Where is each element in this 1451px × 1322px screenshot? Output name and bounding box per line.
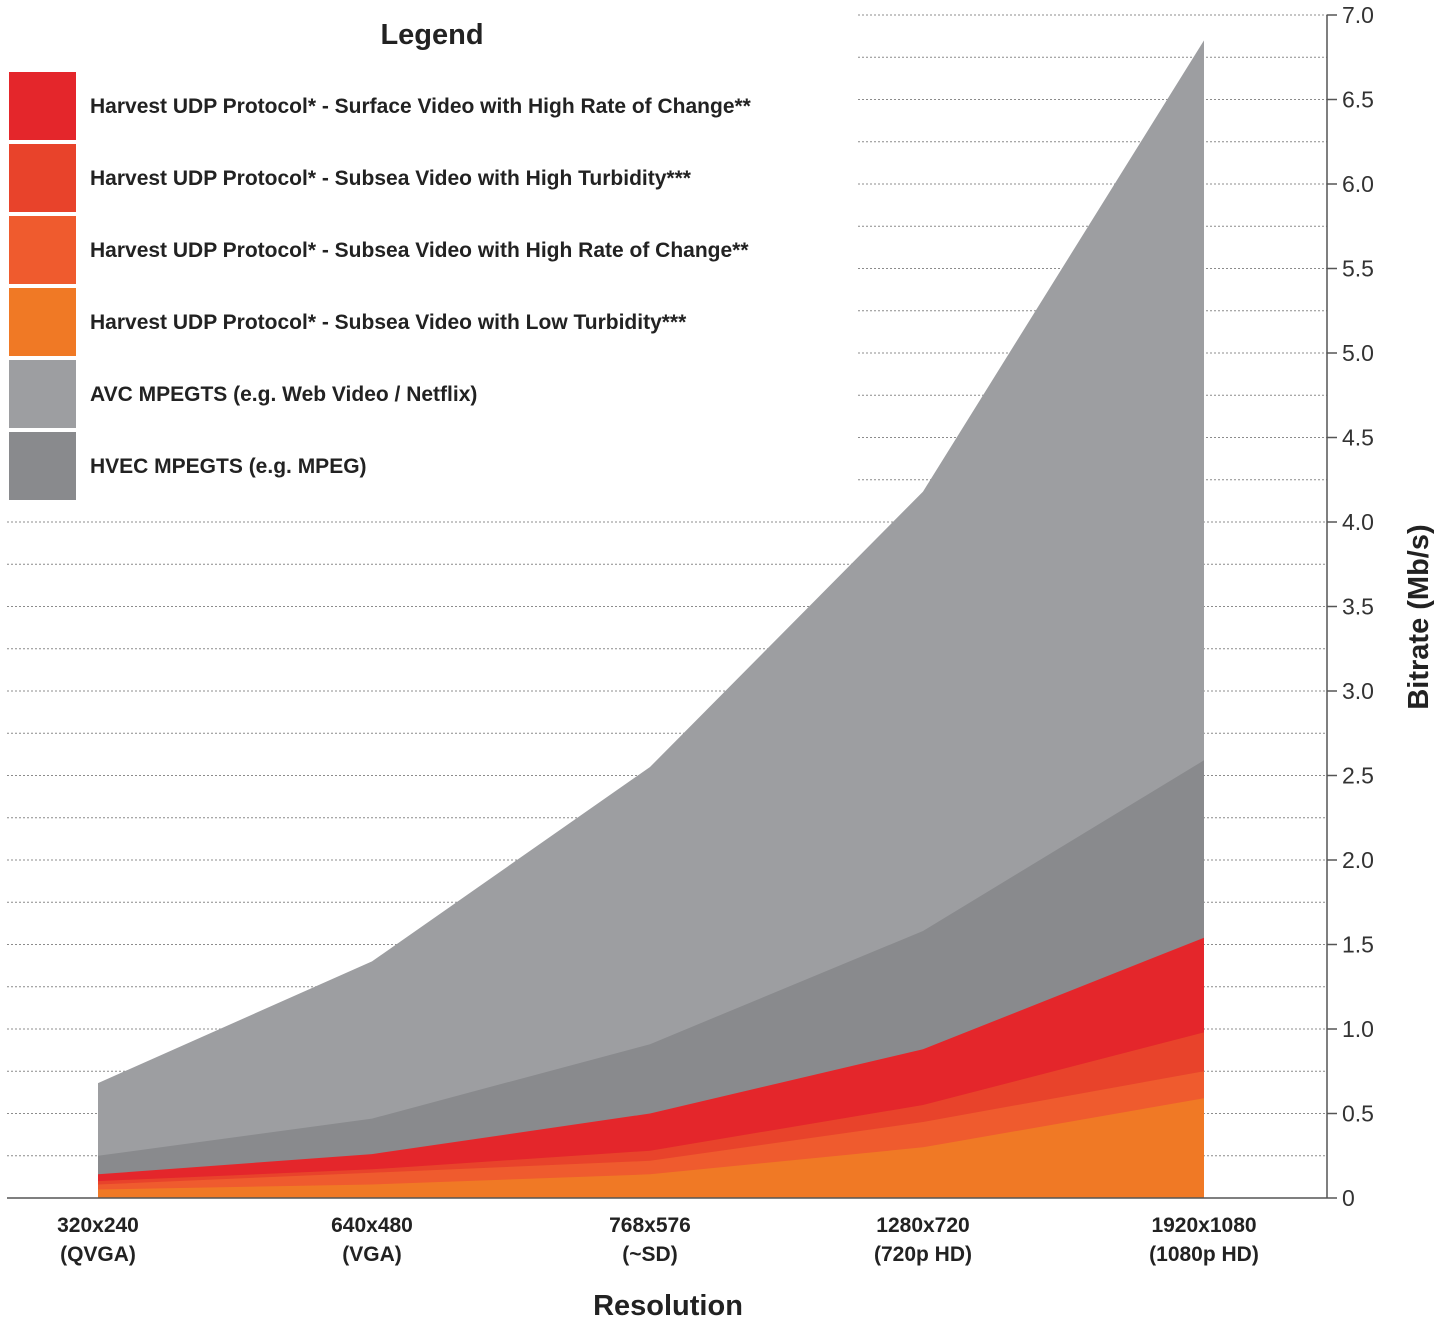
y-tick-label: 1.5: [1342, 932, 1374, 958]
legend-item-label: Harvest UDP Protocol* - Subsea Video wit…: [90, 311, 687, 334]
legend-item-label: Harvest UDP Protocol* - Subsea Video wit…: [90, 239, 749, 262]
data-areas: [98, 40, 1204, 1198]
x-tick-label: 640x480 (VGA): [331, 1214, 413, 1266]
x-axis-label: Resolution: [593, 1290, 743, 1322]
legend-item-label: Harvest UDP Protocol* - Subsea Video wit…: [90, 167, 692, 190]
axes: 0 0.5 1.0 1.5 2.0 2.5 3.0 3.5 4.0 4.5 5.0 5.5 6.0 6.5…: [7, 2, 1374, 1266]
series-area: [98, 40, 1204, 1198]
y-tick-label: 2.0: [1342, 847, 1374, 873]
legend-swatch: [9, 360, 76, 428]
legend-title: Legend: [380, 19, 483, 51]
y-tick-label: 3.0: [1342, 678, 1374, 704]
x-tick-label: 1920x1080 (1080p HD): [1149, 1214, 1259, 1266]
y-tick-label: 4.0: [1342, 509, 1374, 535]
y-tick-label: 3.5: [1342, 594, 1374, 620]
y-tick-label: 6.5: [1342, 87, 1374, 113]
legend-swatch: [9, 432, 76, 500]
y-tick-label: 5.5: [1342, 256, 1374, 282]
legend-swatch: [9, 288, 76, 356]
y-tick-label: 6.0: [1342, 171, 1374, 197]
legend-swatch: [9, 72, 76, 140]
series-area: [98, 1098, 1204, 1198]
x-tick-label: 320x240 (QVGA): [57, 1214, 139, 1266]
legend-item-label: AVC MPEGTS (e.g. Web Video / Netflix): [90, 383, 477, 406]
y-axis-label: Bitrate (Mb/s): [1403, 524, 1435, 709]
legend-item-label: Harvest UDP Protocol* - Surface Video wi…: [90, 95, 752, 118]
y-tick-label: 0.5: [1342, 1101, 1374, 1127]
legend-item-label: HVEC MPEGTS (e.g. MPEG): [90, 455, 367, 478]
x-tick-label: 1280x720 (720p HD): [874, 1214, 972, 1266]
y-tick-label: 1.0: [1342, 1016, 1374, 1042]
x-tick-label: 768x576 (~SD): [609, 1214, 691, 1266]
legend-swatch: [9, 216, 76, 284]
legend: Legend Harvest UDP Protocol* - Surface V…: [9, 19, 752, 500]
y-tick-label: 4.5: [1342, 425, 1374, 451]
y-tick-label: 0: [1342, 1185, 1355, 1211]
y-tick-label: 7.0: [1342, 2, 1374, 28]
y-tick-label: 2.5: [1342, 763, 1374, 789]
y-tick-label: 5.0: [1342, 340, 1374, 366]
legend-swatch: [9, 144, 76, 212]
